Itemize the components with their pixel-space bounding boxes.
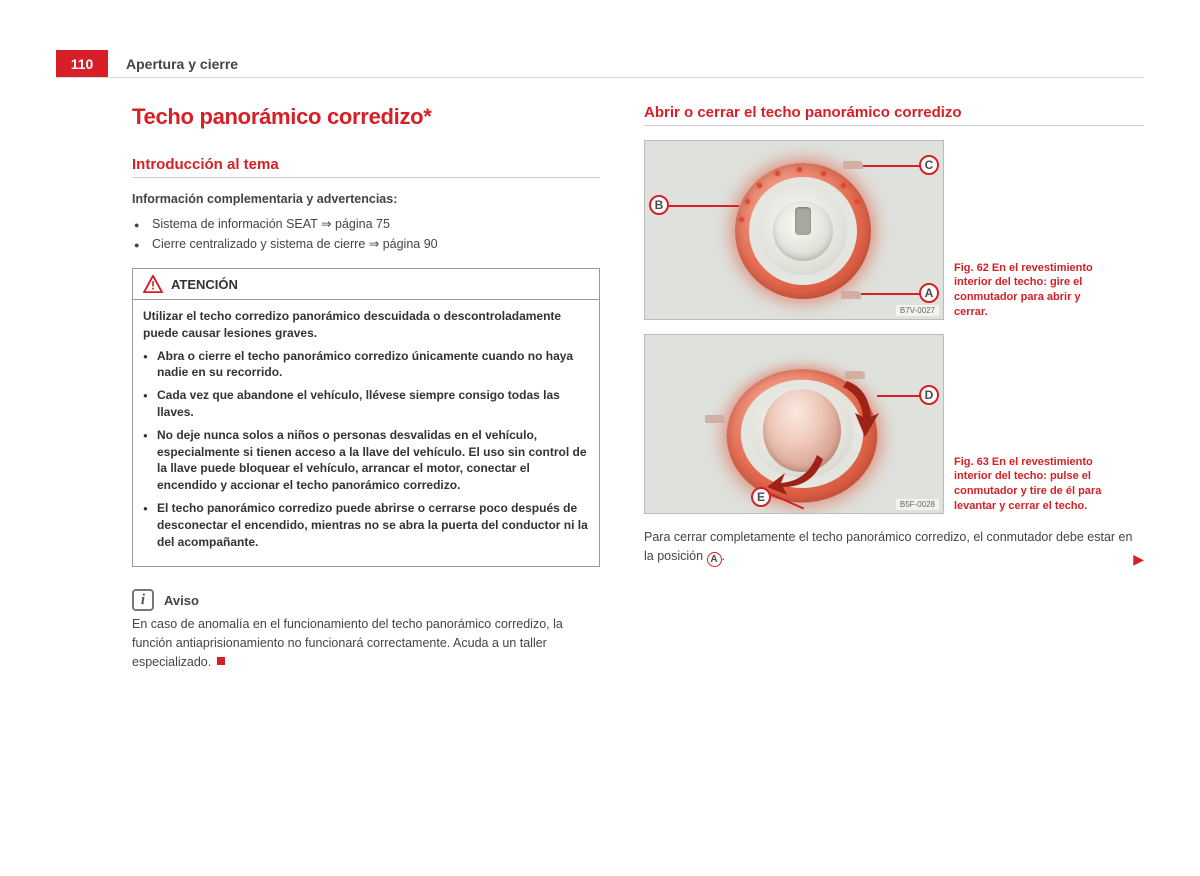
figure-number: Fig. 62 [954, 262, 989, 274]
warning-item: El techo panorámico corredizo puede abri… [157, 500, 589, 550]
figure-63-caption: Fig. 63 En el revestimiento interior del… [954, 455, 1114, 514]
warning-item: Cada vez que abandone el vehículo, lléve… [157, 387, 589, 421]
info-icon: i [132, 589, 154, 611]
figure-number: Fig. 63 [954, 456, 989, 468]
figure-62-image: B C A B7V-0027 [644, 140, 944, 320]
warning-item: Abra o cierre el techo panorámico corred… [157, 348, 589, 382]
inline-callout-a: A [707, 552, 722, 567]
figure-62-caption: Fig. 62 En el revestimiento interior del… [954, 261, 1114, 320]
figure-code: B7V-0027 [896, 305, 939, 316]
callout-a: A [919, 283, 939, 303]
callout-c: C [919, 155, 939, 175]
warning-title: ATENCIÓN [171, 277, 238, 292]
manual-page: 110 Apertura y cierre Techo panorámico c… [56, 50, 1144, 672]
page-title: Techo panorámico corredizo* [132, 104, 600, 130]
warning-box: ATENCIÓN Utilizar el techo corredizo pan… [132, 268, 600, 567]
warning-header: ATENCIÓN [133, 269, 599, 300]
warning-lead: Utilizar el techo corredizo panorámico d… [143, 308, 589, 342]
callout-e: E [751, 487, 771, 507]
warning-item: No deje nunca solos a niños o personas d… [157, 427, 589, 494]
section-title: Apertura y cierre [108, 50, 238, 77]
note-block: i Aviso En caso de anomalía en el funcio… [132, 589, 600, 671]
content-columns: Techo panorámico corredizo* Introducción… [56, 104, 1144, 672]
closing-post: . [722, 549, 725, 563]
info-complementary: Información complementaria y advertencia… [132, 192, 600, 206]
page-number: 110 [56, 50, 108, 77]
figure-code: B5F-0028 [896, 499, 939, 510]
bullet-item: Cierre centralizado y sistema de cierre … [152, 234, 600, 254]
left-column: Techo panorámico corredizo* Introducción… [132, 104, 600, 672]
arrow-down-icon [841, 379, 881, 439]
arrow-curve-icon [767, 453, 823, 495]
figure-62-row: B C A B7V-0027 Fig. 62 En el revestimien… [644, 140, 1144, 320]
note-title: Aviso [164, 593, 199, 608]
warning-body: Utilizar el techo corredizo panorámico d… [133, 300, 599, 566]
end-marker-icon [217, 657, 225, 665]
continue-arrow-icon: ▶ [1133, 549, 1144, 570]
note-text: En caso de anomalía en el funcionamiento… [132, 615, 600, 671]
right-column: Abrir o cerrar el techo panorámico corre… [644, 104, 1144, 672]
page-header: 110 Apertura y cierre [56, 50, 1144, 78]
note-text-content: En caso de anomalía en el funcionamiento… [132, 617, 563, 669]
warning-icon [143, 275, 163, 293]
figure-63-image: D E B5F-0028 [644, 334, 944, 514]
callout-b: B [649, 195, 669, 215]
intro-heading: Introducción al tema [132, 156, 600, 178]
info-bullets: Sistema de información SEAT ⇒ página 75 … [132, 214, 600, 254]
figure-63-row: D E B5F-0028 Fig. 63 En el revestimiento… [644, 334, 1144, 514]
bullet-item: Sistema de información SEAT ⇒ página 75 [152, 214, 600, 234]
right-heading: Abrir o cerrar el techo panorámico corre… [644, 104, 1144, 126]
callout-d: D [919, 385, 939, 405]
closing-text: Para cerrar completamente el techo panor… [644, 528, 1144, 567]
